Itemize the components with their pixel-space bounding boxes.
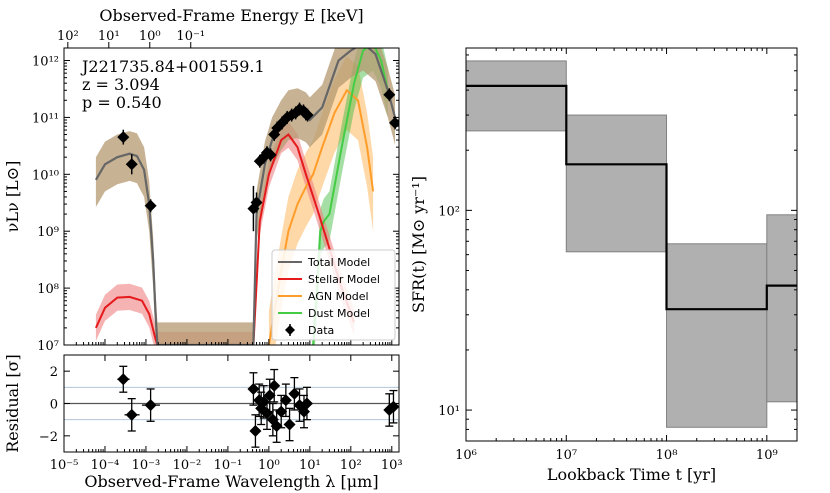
sed-legend-box [271, 249, 396, 341]
sfh-uncertainty-bin [465, 60, 567, 132]
sed-data-point [117, 131, 130, 144]
legend-label: Total Model [307, 256, 370, 269]
residual-point [275, 405, 288, 418]
residual-x-tick-label: 10⁻² [173, 458, 202, 473]
agn-band [268, 56, 374, 345]
sfh-uncertainty-bin [666, 243, 768, 428]
sfh-y-axis-label: SFR(t) [M⊙ yr⁻¹] [409, 176, 428, 313]
agn-model-line [267, 88, 375, 345]
residual-point [247, 382, 260, 395]
residual-x-tick-label: 10⁻³ [132, 458, 161, 473]
residual-x-tick-label: 10⁻⁵ [50, 458, 79, 473]
residual-point [144, 399, 157, 412]
legend-label: AGN Model [308, 290, 369, 303]
residual-point [270, 420, 283, 433]
residual-x-tick-label: 10⁻¹ [214, 458, 243, 473]
sed-data-point [250, 196, 263, 209]
residual-x-tick-label: 10⁻⁴ [91, 458, 120, 473]
legend-label: Data [308, 324, 334, 337]
residual-x-tick-label: 10² [340, 458, 362, 473]
residual-y-axis-label: Residual [σ] [3, 354, 22, 453]
sed-top-tick-label: 10¹ [98, 29, 120, 44]
sed-y-tick-label: 10¹¹ [32, 111, 59, 126]
sfh-y-tick-label: 10¹ [438, 404, 460, 419]
residual-x-tick-label: 10¹ [299, 458, 321, 473]
sfh-x-tick-label: 10⁸ [656, 448, 678, 463]
sfh-x-tick-label: 10⁷ [555, 448, 577, 463]
sfh-uncertainty-bin [565, 114, 668, 253]
sed-y-tick-label: 10⁹ [37, 225, 59, 240]
sed-plot-area [94, 48, 399, 345]
sed-top-axis-label: Observed-Frame Energy E [keV] [99, 6, 363, 25]
sed-annotation-line: z = 3.094 [82, 75, 160, 94]
sfh-x-tick-label: 10⁹ [756, 448, 778, 463]
sfh-frame [465, 47, 798, 442]
residual-point [283, 418, 296, 431]
residual-point [125, 408, 138, 421]
legend-marker-4 [285, 325, 295, 335]
residual-x-tick-label: 10³ [381, 458, 403, 473]
sed-data-point [125, 158, 138, 171]
sed-y-tick-label: 10⁸ [37, 282, 59, 297]
residual-point [300, 397, 313, 410]
residual-y-tick-label: 0 [50, 398, 58, 413]
residual-point [288, 387, 301, 400]
sed-annotation-line: J221735.84+001559.1 [80, 57, 265, 76]
residual-point [279, 394, 292, 407]
residual-y-tick-label: −2 [39, 430, 58, 445]
sfh-uncertainty-bin [766, 214, 798, 403]
legend-label: Dust Model [308, 307, 370, 320]
sed-y-tick-label: 10⁷ [37, 339, 59, 354]
sed-data-point [301, 109, 314, 122]
sfh-x-tick-label: 10⁶ [455, 448, 477, 463]
sfh-median-line [466, 84, 797, 311]
sed-top-tick-label: 10² [57, 29, 79, 44]
residual-y-tick-label: 2 [50, 365, 58, 380]
residual-x-axis-label: Observed-Frame Wavelength λ [μm] [84, 472, 378, 491]
residual-point [263, 389, 276, 402]
sed-data-point [264, 148, 277, 161]
residual-x-tick-label: 10⁰ [258, 458, 280, 473]
sed-top-tick-label: 10⁰ [139, 29, 161, 44]
total-band [95, 48, 395, 345]
legend-label: Stellar Model [308, 273, 380, 286]
sed-y-tick-label: 10¹² [32, 55, 59, 70]
residual-point [117, 373, 130, 386]
sed-data-point [144, 199, 157, 212]
sed-annotation-line: p = 0.540 [82, 93, 162, 112]
sed-y-tick-label: 10¹⁰ [32, 168, 59, 183]
stellar-model-line [94, 133, 356, 345]
residual-point [249, 424, 262, 437]
sfh-y-tick-label: 10² [438, 204, 460, 219]
sfh-x-axis-label: Lookback Time t [yr] [547, 465, 716, 484]
sed-top-tick-label: 10⁻¹ [176, 29, 205, 44]
sed-y-axis-label: νLν [L⊙] [3, 161, 22, 233]
residual-point [268, 379, 281, 392]
sed-data-point [383, 88, 396, 101]
